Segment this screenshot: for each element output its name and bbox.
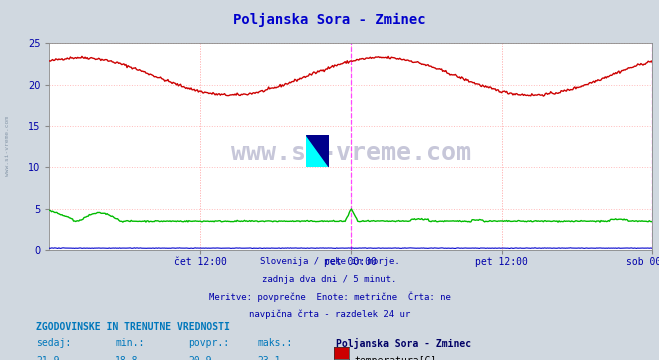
Polygon shape [306,135,329,167]
Text: min.:: min.: [115,338,145,348]
Text: maks.:: maks.: [257,338,292,348]
Text: www.si-vreme.com: www.si-vreme.com [5,116,11,176]
Text: 21,9: 21,9 [36,356,60,360]
Text: zadnja dva dni / 5 minut.: zadnja dva dni / 5 minut. [262,275,397,284]
Text: navpična črta - razdelek 24 ur: navpična črta - razdelek 24 ur [249,309,410,319]
Text: Slovenija / reke in morje.: Slovenija / reke in morje. [260,257,399,266]
Text: Meritve: povprečne  Enote: metrične  Črta: ne: Meritve: povprečne Enote: metrične Črta:… [208,292,451,302]
Text: ZGODOVINSKE IN TRENUTNE VREDNOSTI: ZGODOVINSKE IN TRENUTNE VREDNOSTI [36,322,230,332]
Text: povpr.:: povpr.: [188,338,229,348]
Text: sedaj:: sedaj: [36,338,71,348]
Polygon shape [306,135,329,167]
Text: 18,8: 18,8 [115,356,139,360]
Text: 23,1: 23,1 [257,356,281,360]
Text: www.si-vreme.com: www.si-vreme.com [231,141,471,165]
Text: Poljanska Sora - Zminec: Poljanska Sora - Zminec [336,338,471,350]
Text: temperatura[C]: temperatura[C] [355,356,437,360]
Text: 20,9: 20,9 [188,356,212,360]
Text: Poljanska Sora - Zminec: Poljanska Sora - Zminec [233,13,426,27]
